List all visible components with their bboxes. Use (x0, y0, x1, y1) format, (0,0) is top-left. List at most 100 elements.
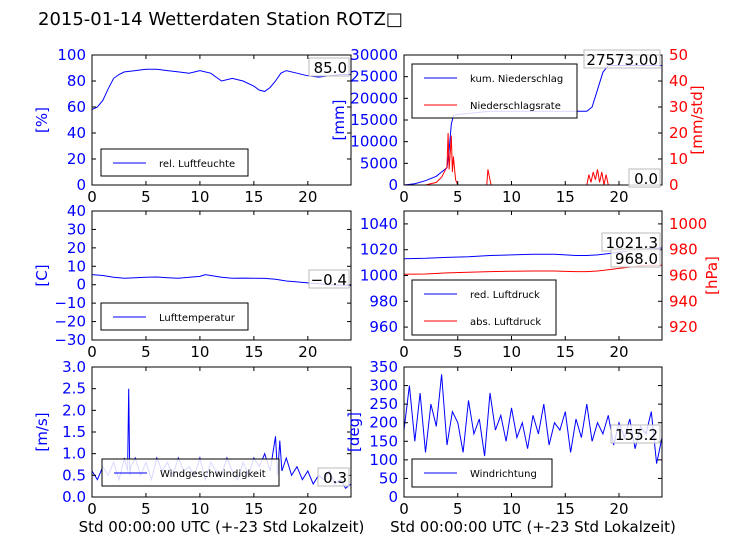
y2-tick-label: 30 (669, 98, 688, 116)
plot-frame-6 (403, 366, 663, 498)
y-tick-label: 0 (76, 176, 86, 194)
y-tick-label: 60 (67, 98, 86, 116)
x-tick-label: 0 (87, 500, 97, 518)
y2-tick-label: 1000 (669, 215, 707, 233)
x-tick-label: 0 (399, 343, 409, 361)
y-axis-label: [mm] (330, 100, 348, 141)
y2-tick-label: 50 (669, 46, 688, 64)
value-label-box (308, 57, 350, 77)
value-label-box (583, 49, 661, 69)
legend-label: abs. Luftdruck (470, 317, 541, 328)
y-tick-label: 40 (67, 202, 86, 220)
y-tick-label: 20 (67, 239, 86, 257)
x-tick-label: 15 (244, 343, 263, 361)
y-tick-label: 10000 (350, 133, 398, 151)
y-tick-label: 1.5 (62, 423, 86, 441)
x-tick-label: 20 (298, 343, 317, 361)
x-tick-label: 0 (399, 500, 409, 518)
y-tick-label: 0 (76, 276, 86, 294)
y-tick-label: 0 (388, 176, 398, 194)
y-tick-label: 960 (369, 318, 398, 336)
y-tick-label: −20 (54, 313, 86, 331)
y-tick-label: 20000 (350, 89, 398, 107)
legend-label: red. Luftdruck (470, 290, 540, 301)
y-tick-label: 100 (57, 46, 86, 64)
y2-tick-label: 40 (669, 72, 688, 90)
y-tick-label: 10 (67, 257, 86, 275)
y-tick-label: 1000 (360, 267, 398, 285)
y-axis-label: [deg] (345, 412, 363, 452)
value-label: 968.0 (615, 250, 658, 268)
y-tick-label: 15000 (350, 111, 398, 129)
series-line-3-1 (91, 274, 352, 286)
x-tick-label: 10 (502, 343, 521, 361)
value-label-box (317, 467, 350, 487)
y-axis-label: [C] (33, 264, 51, 286)
y-tick-label: 20 (67, 150, 86, 168)
panel-2 (403, 49, 663, 188)
legend-label: kum. Niederschlag (470, 74, 563, 85)
x-tick-label: 10 (190, 500, 209, 518)
x-axis-label: Std 00:00:00 UTC (+-23 Std Lokalzeit) (79, 518, 365, 536)
y-axis-label: [m/s] (33, 412, 51, 451)
legend-label: Niederschlagsrate (470, 101, 561, 112)
x-tick-label: 15 (244, 500, 263, 518)
y-tick-label: 40 (67, 124, 86, 142)
x-tick-label: 15 (556, 343, 575, 361)
y-tick-label: 150 (369, 432, 398, 450)
x-tick-label: 5 (453, 343, 463, 361)
y2-tick-label: 980 (669, 241, 698, 259)
series-line-6-1 (403, 374, 663, 464)
y-tick-label: 200 (369, 414, 398, 432)
x-tick-label: 5 (453, 500, 463, 518)
x-tick-label: 0 (87, 188, 97, 206)
y-tick-label: 30000 (350, 46, 398, 64)
value-label-box (628, 168, 661, 188)
y2-tick-label: 20 (669, 124, 688, 142)
value-label-box (308, 269, 350, 289)
y-tick-label: 80 (67, 72, 86, 90)
x-tick-label: 5 (141, 500, 151, 518)
x-axis-label: Std 00:00:00 UTC (+-23 Std Lokalzeit) (390, 518, 676, 536)
x-tick-label: 15 (556, 500, 575, 518)
y-tick-label: 1040 (360, 215, 398, 233)
y-tick-label: 30 (67, 220, 86, 238)
y-axis-label: [%] (33, 107, 51, 133)
panel-6 (403, 366, 663, 498)
y-tick-label: 250 (369, 395, 398, 413)
panel-1 (91, 54, 352, 186)
value-label-box (610, 424, 661, 444)
plot-frame-1 (91, 54, 352, 186)
value-label: 155.2 (615, 426, 658, 444)
plot-frame-3 (91, 210, 352, 341)
y2-tick-label: 960 (669, 267, 698, 285)
y2-tick-label: 940 (669, 292, 698, 310)
y-tick-label: −10 (54, 294, 86, 312)
x-tick-label: 10 (502, 500, 521, 518)
y2-tick-label: 0 (669, 176, 679, 194)
value-label: −0.4 (311, 271, 347, 289)
y-tick-label: 1020 (360, 241, 398, 259)
y-tick-label: 350 (369, 358, 398, 376)
y-tick-label: 0 (388, 488, 398, 506)
y-tick-label: 980 (369, 292, 398, 310)
x-tick-label: 15 (244, 188, 263, 206)
y2-tick-label: 920 (669, 318, 698, 336)
legend-box (411, 279, 557, 336)
x-tick-label: 10 (502, 188, 521, 206)
y-tick-label: 25000 (350, 68, 398, 86)
value-label: 0.0 (634, 170, 658, 188)
value-label: 1021.3 (606, 234, 659, 252)
series-line-1-1 (91, 68, 351, 111)
panel-3 (91, 210, 352, 341)
x-tick-label: 20 (609, 500, 628, 518)
y-tick-label: 2.0 (62, 401, 86, 419)
x-tick-label: 5 (453, 188, 463, 206)
y-tick-label: 100 (369, 451, 398, 469)
x-tick-label: 20 (609, 188, 628, 206)
x-tick-label: 20 (609, 343, 628, 361)
x-tick-label: 10 (190, 343, 209, 361)
x-tick-label: 5 (141, 343, 151, 361)
y-tick-label: 2.5 (62, 380, 86, 398)
